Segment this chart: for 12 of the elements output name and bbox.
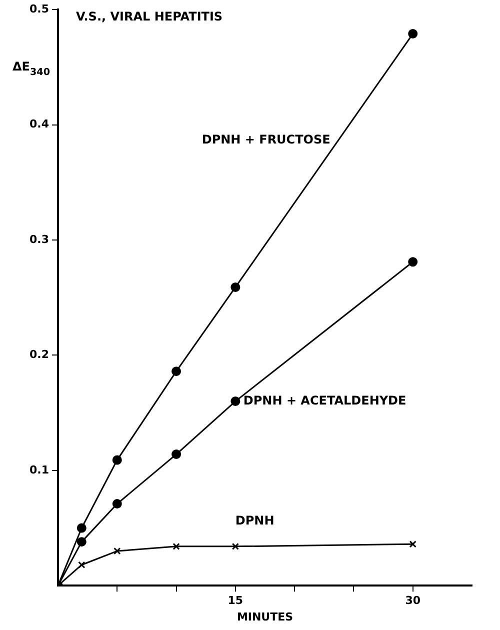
x-axis-title: MINUTES	[236, 610, 294, 624]
series-label: DPNH + FRUCTOSE	[202, 132, 330, 146]
x-tick-label: 30	[405, 594, 421, 608]
series-label: DPNH	[235, 514, 274, 528]
y-tick-label: 0.2	[30, 348, 49, 362]
y-tick-label: 0.4	[30, 118, 50, 131]
series-label: DPNH + ACETALDEHYDE	[243, 393, 406, 408]
y-tick-label: 0.5	[30, 2, 49, 16]
chart-title: V.S., VIRAL HEPATITIS	[76, 10, 223, 24]
x-tick-label: 15	[228, 594, 244, 608]
y-tick-label: 0.1	[30, 463, 49, 476]
y-tick-label: 0.3	[30, 232, 49, 246]
